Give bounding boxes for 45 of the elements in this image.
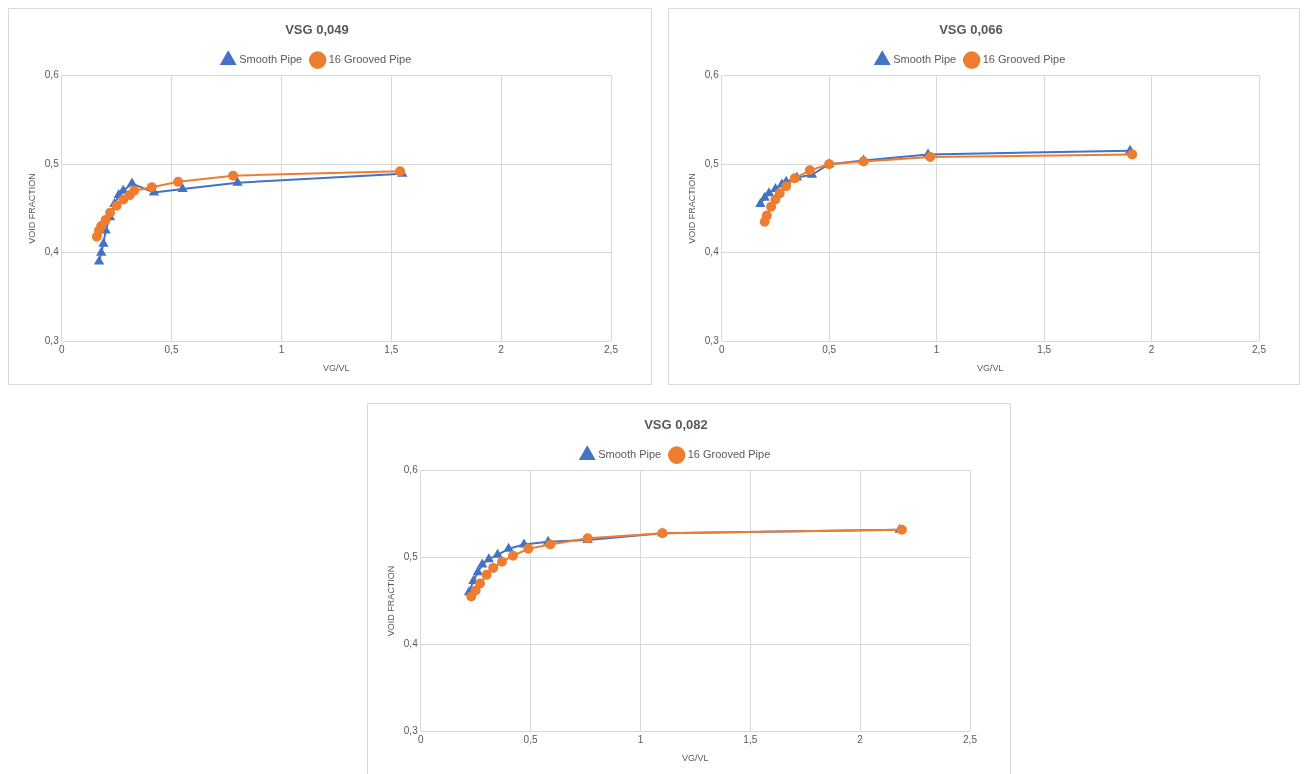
legend-label: 16 Grooved Pipe — [687, 448, 771, 461]
x-tick-label: 0,5 — [164, 343, 179, 355]
y-tick-label: 0,6 — [403, 464, 419, 476]
x-axis-title: VG/VL — [323, 363, 350, 374]
y-tick-label: 0,5 — [403, 551, 419, 563]
y-tick-label: 0,3 — [44, 334, 60, 346]
y-tick-label: 0,3 — [704, 334, 720, 346]
y-tick-label: 0,4 — [44, 246, 60, 258]
y-tick-label: 0,5 — [704, 157, 720, 169]
chart-title: VSG 0,049 — [285, 22, 349, 38]
x-tick-label: 0 — [58, 343, 65, 355]
legend-label: 16 Grooved Pipe — [982, 53, 1066, 66]
x-tick-label: 1 — [278, 343, 285, 355]
x-tick-label: 1,5 — [384, 343, 399, 355]
x-tick-label: 0 — [718, 343, 725, 355]
x-axis-title: VG/VL — [682, 753, 709, 764]
chart-title: VSG 0,066 — [939, 22, 1003, 38]
legend-label: Smooth Pipe — [893, 53, 957, 66]
x-tick-label: 1,5 — [743, 733, 758, 745]
x-tick-label: 0,5 — [523, 733, 538, 745]
chart-title: VSG 0,082 — [644, 417, 708, 433]
x-tick-label: 0,5 — [822, 343, 837, 355]
y-tick-label: 0,4 — [704, 246, 720, 258]
x-tick-label: 2 — [1148, 343, 1155, 355]
x-tick-label: 2,5 — [1252, 343, 1267, 355]
y-tick-label: 0,4 — [403, 638, 419, 650]
x-tick-label: 1,5 — [1037, 343, 1052, 355]
legend-label: Smooth Pipe — [239, 53, 303, 66]
x-tick-label: 2 — [498, 343, 505, 355]
x-axis-title: VG/VL — [977, 363, 1004, 374]
x-tick-label: 0 — [417, 733, 424, 745]
x-tick-label: 2 — [857, 733, 864, 745]
y-tick-label: 0,3 — [403, 724, 419, 736]
x-tick-label: 1 — [637, 733, 644, 745]
y-tick-label: 0,6 — [44, 69, 60, 81]
y-axis-title: VOID FRACTION — [686, 173, 697, 244]
y-axis-title: VOID FRACTION — [26, 173, 37, 244]
legend-label: Smooth Pipe — [598, 448, 662, 461]
legend-label: 16 Grooved Pipe — [328, 53, 412, 66]
x-tick-label: 2,5 — [963, 733, 978, 745]
y-axis-title: VOID FRACTION — [385, 565, 396, 637]
y-tick-label: 0,6 — [704, 69, 720, 81]
x-tick-label: 2,5 — [604, 343, 619, 355]
x-tick-label: 1 — [933, 343, 940, 355]
y-tick-label: 0,5 — [44, 157, 60, 169]
